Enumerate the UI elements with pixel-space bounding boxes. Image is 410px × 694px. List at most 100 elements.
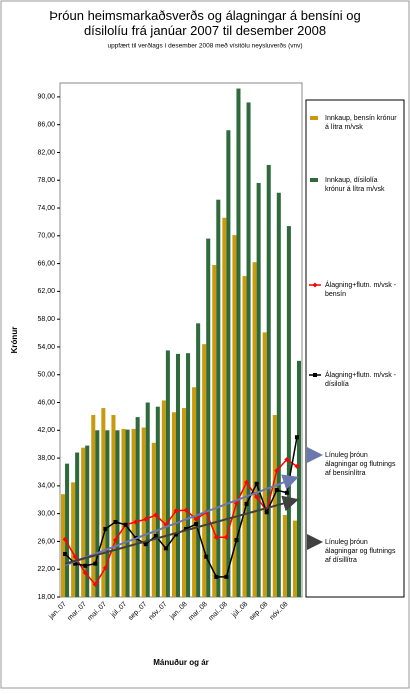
- bar: [266, 164, 271, 597]
- bar: [296, 360, 301, 597]
- bar: [222, 217, 227, 598]
- bar: [171, 412, 176, 597]
- legend-label: Álagning+flutn. m/vsk - bensín: [325, 282, 397, 298]
- point: [63, 551, 68, 556]
- point: [93, 561, 98, 566]
- point: [264, 510, 269, 515]
- bar: [252, 262, 257, 597]
- bar: [65, 463, 70, 597]
- y-tick-label: 90,00: [37, 94, 55, 101]
- point: [183, 507, 189, 513]
- point: [143, 542, 148, 547]
- bar: [175, 353, 180, 597]
- point: [82, 570, 88, 576]
- y-tick-label: 78,00: [37, 177, 55, 184]
- point: [233, 500, 239, 506]
- point: [213, 534, 219, 540]
- y-tick-label: 86,00: [37, 122, 55, 129]
- bar: [95, 430, 100, 597]
- y-tick-label: 18,00: [37, 594, 55, 601]
- bar: [232, 235, 237, 597]
- point: [173, 508, 179, 514]
- point: [184, 526, 189, 531]
- x-axis-label: Mánuður og ár: [153, 658, 209, 667]
- legend-label: Línuleg þróun álagningar og flutnings af…: [325, 539, 396, 564]
- legend-swatch: [310, 116, 318, 120]
- y-tick-label: 54,00: [37, 344, 55, 351]
- bar: [155, 406, 160, 597]
- bar: [292, 520, 297, 597]
- y-tick-label: 42,00: [37, 427, 55, 434]
- legend-label: Innkaup, bensín krónur á lítra m/vsk: [325, 115, 397, 131]
- bar: [161, 400, 166, 597]
- bar: [81, 447, 86, 597]
- y-tick-label: 70,00: [37, 233, 55, 240]
- bar: [246, 102, 251, 598]
- point: [133, 519, 139, 525]
- y-tick-label: 82,00: [37, 149, 55, 156]
- bar: [206, 238, 211, 598]
- bar: [115, 430, 120, 597]
- bar: [286, 226, 291, 597]
- legend-label: Álagning+flutn. m/vsk - dísilolía: [325, 372, 397, 388]
- bar: [91, 415, 96, 597]
- line: [64, 458, 298, 586]
- bar: [75, 452, 80, 597]
- point: [103, 526, 108, 531]
- bar: [121, 428, 126, 597]
- bar: [61, 494, 66, 597]
- y-tick-label: 38,00: [37, 455, 55, 462]
- bar: [101, 408, 106, 597]
- point: [194, 522, 199, 527]
- point: [62, 536, 68, 542]
- y-tick-label: 66,00: [37, 260, 55, 267]
- y-tick-label: 62,00: [37, 288, 55, 295]
- bar: [202, 344, 207, 597]
- bar: [226, 130, 231, 598]
- y-axis-label: Krónur: [10, 327, 19, 354]
- point: [153, 533, 158, 538]
- bar: [282, 515, 287, 597]
- bar: [236, 88, 241, 597]
- bar: [145, 402, 150, 597]
- point: [163, 546, 168, 551]
- legend-box: [305, 99, 405, 598]
- y-tick-label: 22,00: [37, 566, 55, 573]
- bar: [125, 429, 130, 597]
- point: [274, 488, 279, 493]
- point: [204, 554, 209, 559]
- bar: [242, 276, 247, 597]
- bar: [151, 442, 156, 597]
- y-tick-label: 50,00: [37, 372, 55, 379]
- point: [113, 519, 118, 524]
- bar: [196, 323, 201, 597]
- trend-line: [64, 495, 299, 565]
- y-tick-label: 58,00: [37, 316, 55, 323]
- point: [193, 516, 199, 522]
- point: [102, 565, 108, 571]
- point: [244, 501, 249, 506]
- y-tick-label: 30,00: [37, 510, 55, 517]
- y-tick-label: 26,00: [37, 538, 55, 545]
- bar: [135, 417, 140, 597]
- point: [294, 463, 300, 469]
- point: [153, 512, 159, 518]
- point: [112, 537, 118, 543]
- point: [224, 574, 229, 579]
- point: [214, 574, 219, 579]
- y-tick-label: 34,00: [37, 483, 55, 490]
- point: [244, 479, 250, 485]
- bar: [182, 408, 187, 597]
- bar: [192, 387, 197, 597]
- point: [92, 581, 98, 587]
- chart-title: Þróun heimsmarkaðsverðs og álagningar á …: [49, 8, 361, 38]
- bar: [165, 350, 170, 597]
- bar: [131, 428, 136, 597]
- point: [173, 532, 178, 537]
- bar: [276, 192, 281, 597]
- point: [284, 490, 289, 495]
- legend-marker: [312, 282, 318, 288]
- bar: [111, 415, 116, 597]
- bar: [71, 482, 76, 597]
